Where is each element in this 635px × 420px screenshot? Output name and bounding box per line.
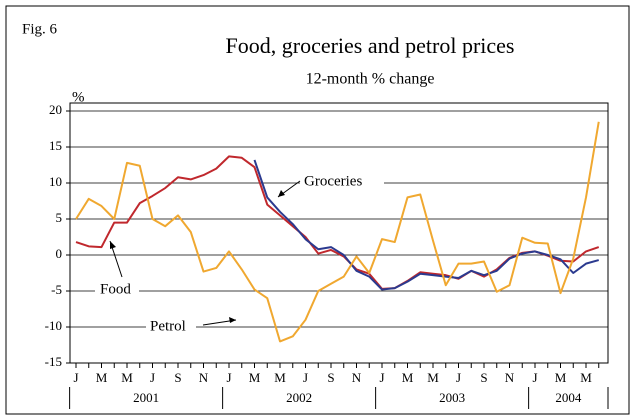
year-label: 2004 bbox=[555, 390, 582, 405]
x-tick-label: M bbox=[121, 370, 133, 385]
series-label: Food bbox=[100, 281, 131, 297]
x-tick-label: S bbox=[480, 370, 487, 385]
x-tick-label: J bbox=[303, 370, 308, 385]
outer-frame bbox=[5, 5, 630, 415]
series-label: Petrol bbox=[150, 318, 186, 334]
x-tick-label: S bbox=[174, 370, 181, 385]
y-tick-label: -10 bbox=[45, 318, 62, 333]
x-tick-label: M bbox=[427, 370, 439, 385]
annotations: Groceries Food Petrol bbox=[95, 172, 384, 337]
y-tick-label: -5 bbox=[51, 282, 62, 297]
x-tick-label: J bbox=[456, 370, 461, 385]
arrow-head bbox=[278, 190, 285, 197]
label-bg bbox=[146, 317, 196, 337]
y-tick-label: 0 bbox=[56, 246, 63, 261]
x-tick-label: M bbox=[249, 370, 261, 385]
x-tick-label: N bbox=[352, 370, 362, 385]
x-tick-label: J bbox=[532, 370, 537, 385]
year-label: 2002 bbox=[286, 390, 312, 405]
x-tick-label: J bbox=[150, 370, 155, 385]
x-tick-label: N bbox=[199, 370, 209, 385]
lines bbox=[75, 121, 600, 343]
x-tick-label: J bbox=[379, 370, 384, 385]
label-bg bbox=[300, 172, 384, 192]
figure-label: Fig. 6 bbox=[22, 21, 58, 37]
series-line bbox=[75, 121, 600, 343]
arrow-head bbox=[229, 317, 236, 323]
y-tick-label: 10 bbox=[49, 174, 62, 189]
x-tick-label: N bbox=[505, 370, 515, 385]
x-tick-label: J bbox=[226, 370, 231, 385]
series-label: Groceries bbox=[304, 173, 362, 189]
y-tick-label: 20 bbox=[49, 102, 62, 117]
plot-frame bbox=[69, 102, 609, 364]
x-tick-label: J bbox=[73, 370, 78, 385]
x-tick-label: M bbox=[402, 370, 414, 385]
year-label: 2001 bbox=[133, 390, 159, 405]
y-tick-label: 5 bbox=[56, 210, 63, 225]
x-tick-label: S bbox=[327, 370, 334, 385]
y-tick-label: 15 bbox=[49, 138, 62, 153]
series-line bbox=[253, 159, 600, 291]
arrow-head bbox=[110, 241, 116, 249]
chart-title: Food, groceries and petrol prices bbox=[226, 33, 515, 58]
chart-subtitle: 12-month % change bbox=[306, 71, 435, 88]
label-bg bbox=[95, 280, 139, 300]
y-tick-label: -15 bbox=[45, 354, 62, 369]
grid: -15 -10 -5 0 5 10 15 20 bbox=[45, 102, 608, 369]
year-label: 2003 bbox=[439, 390, 465, 405]
y-axis-label: % bbox=[72, 89, 85, 105]
x-tick-label: M bbox=[274, 370, 286, 385]
x-tick-label: M bbox=[555, 370, 567, 385]
x-tick-label: M bbox=[580, 370, 592, 385]
x-tick-label: M bbox=[96, 370, 108, 385]
